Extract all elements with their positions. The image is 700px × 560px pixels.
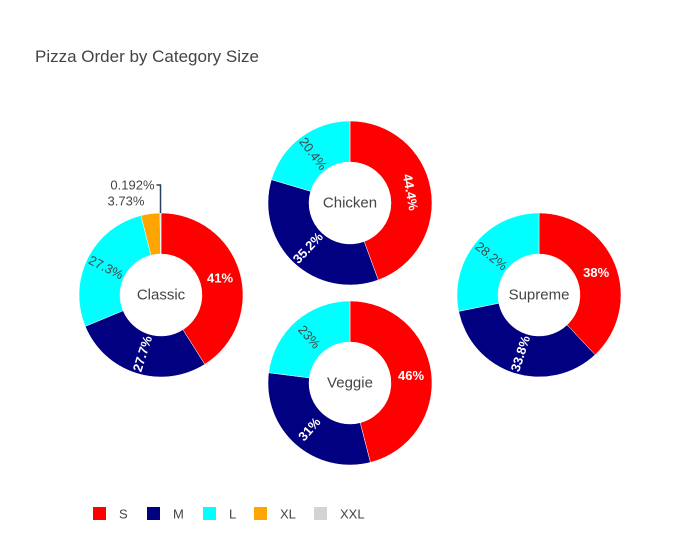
legend-item-s[interactable]: S (93, 507, 128, 522)
legend-swatch-xxl (314, 507, 327, 520)
donut-classic: 41%27.7%27.3%3.73%0.192%Classic (78, 178, 244, 378)
legend: S M L XL XXL (93, 507, 365, 522)
donut-center-label-veggie: Veggie (327, 375, 373, 392)
legend-swatch-m (147, 507, 160, 520)
legend-label-xl: XL (280, 507, 296, 522)
donut-center-label-classic: Classic (137, 287, 186, 304)
slice-label-classic-xxl: 0.192% (110, 178, 155, 193)
slice-veggie-m[interactable] (267, 372, 371, 466)
chart-title: Pizza Order by Category Size (35, 47, 259, 66)
slice-chicken-l[interactable] (271, 120, 351, 192)
legend-item-xxl[interactable]: XXL (314, 507, 365, 522)
legend-item-l[interactable]: L (203, 507, 236, 522)
legend-label-l: L (229, 507, 236, 522)
legend-swatch-l (203, 507, 216, 520)
slice-chicken-s[interactable] (349, 120, 433, 281)
legend-label-m: M (173, 507, 184, 522)
legend-item-m[interactable]: M (147, 507, 184, 522)
slice-classic-m[interactable] (84, 310, 206, 378)
slice-label-classic-s: 41% (207, 270, 233, 285)
slice-label-classic-xl: 3.73% (108, 194, 145, 209)
slice-label-supreme-s: 38% (583, 265, 609, 280)
donut-veggie: 46%31%23%Veggie (267, 300, 433, 466)
slice-label-veggie-s: 46% (398, 368, 424, 383)
slice-veggie-l[interactable] (268, 300, 351, 379)
slice-supreme-l[interactable] (456, 212, 540, 312)
slice-supreme-s[interactable] (538, 212, 622, 356)
donut-center-label-chicken: Chicken (323, 195, 377, 212)
slice-classic-s[interactable] (160, 212, 244, 365)
slice-label-chicken-s: 44.4% (400, 173, 421, 212)
legend-swatch-s (93, 507, 106, 520)
donut-supreme: 38%33.8%28.2%Supreme (456, 212, 622, 378)
slice-veggie-s[interactable] (349, 300, 433, 463)
legend-label-s: S (119, 507, 128, 522)
donut-chicken: 44.4%35.2%20.4%Chicken (267, 120, 433, 286)
slice-chicken-m[interactable] (267, 179, 379, 286)
slice-classic-xxl[interactable] (159, 212, 162, 255)
legend-swatch-xl (254, 507, 267, 520)
legend-label-xxl: XXL (340, 507, 365, 522)
slice-supreme-m[interactable] (458, 302, 596, 378)
leader-line-classic-xxl (156, 184, 162, 214)
donut-center-label-supreme: Supreme (509, 287, 570, 304)
legend-item-xl[interactable]: XL (254, 507, 296, 522)
slice-classic-l[interactable] (78, 215, 152, 327)
